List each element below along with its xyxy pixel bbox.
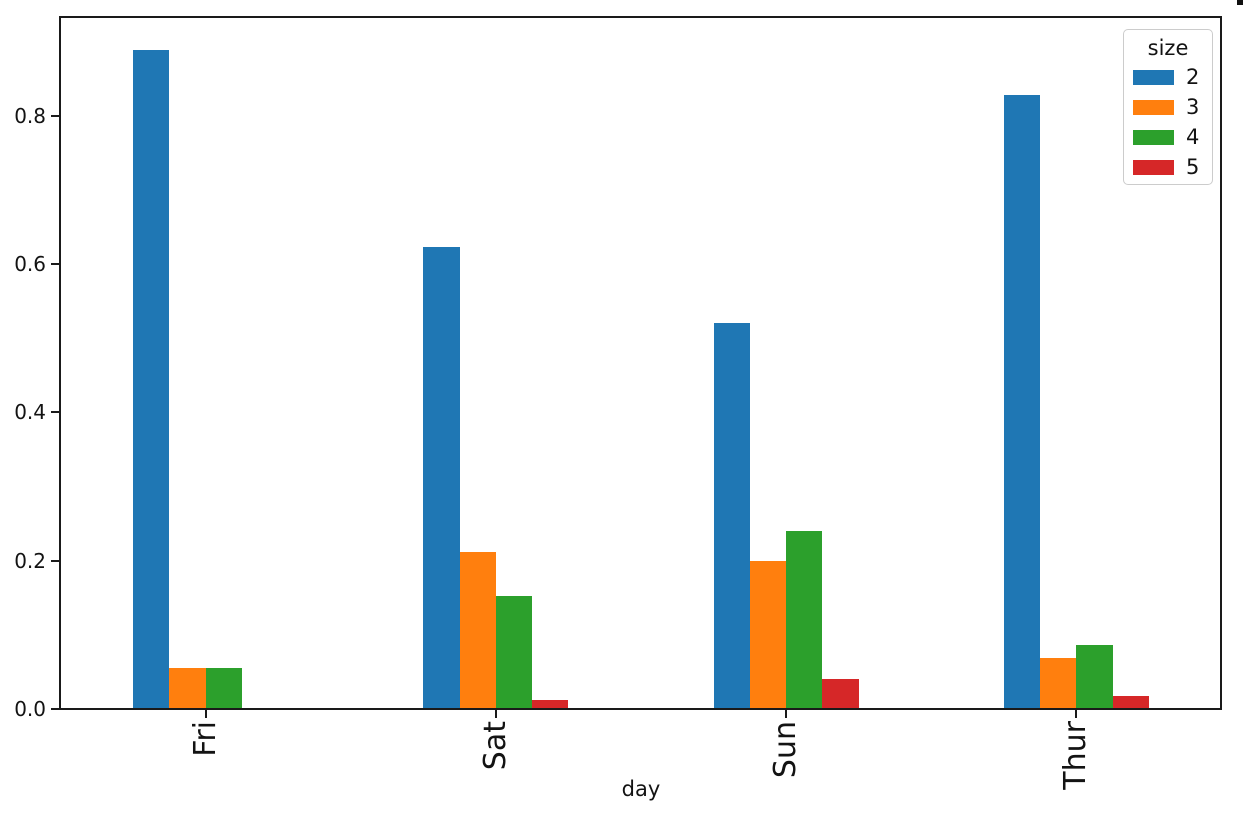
legend-row: 5 bbox=[1124, 152, 1212, 182]
bar-sat-size-2 bbox=[423, 246, 460, 709]
x-tick-label: Thur bbox=[1058, 721, 1094, 790]
bar-thur-size-4 bbox=[1076, 645, 1113, 709]
legend-entry-label: 2 bbox=[1186, 65, 1200, 89]
x-tick-label: Sun bbox=[768, 721, 804, 779]
x-axis-label: day bbox=[621, 777, 661, 801]
y-tick-label: 0.6 bbox=[14, 252, 46, 277]
bar-fri-size-3 bbox=[169, 667, 206, 709]
legend-rows: 2 3 4 5 bbox=[1124, 62, 1212, 182]
y-tick-label: 0.2 bbox=[14, 548, 46, 573]
y-tick-mark bbox=[51, 708, 60, 710]
x-tick-mark bbox=[785, 710, 788, 718]
legend-entry-label: 5 bbox=[1186, 155, 1200, 179]
legend: size 2 3 4 5 bbox=[1123, 29, 1213, 185]
bar-sun-size-5 bbox=[822, 679, 859, 709]
bar-sat-size-5 bbox=[532, 700, 569, 709]
plot-area bbox=[59, 16, 1222, 710]
legend-row: 3 bbox=[1124, 92, 1212, 122]
bar-sun-size-2 bbox=[713, 323, 750, 709]
bar-thur-size-3 bbox=[1040, 657, 1077, 709]
bar-sun-size-3 bbox=[749, 560, 787, 709]
bar-sun-size-4 bbox=[786, 531, 823, 709]
x-tick-label: Fri bbox=[187, 721, 223, 757]
bar-sat-size-3 bbox=[459, 552, 496, 709]
legend-entry-label: 3 bbox=[1186, 95, 1200, 119]
bar-fri-size-2 bbox=[133, 49, 170, 709]
y-tick-mark bbox=[51, 411, 60, 414]
x-tick-mark bbox=[1075, 710, 1078, 718]
x-tick-mark bbox=[204, 710, 207, 718]
bar-sat-size-4 bbox=[495, 595, 533, 709]
bar-thur-size-2 bbox=[1003, 95, 1041, 709]
y-tick-mark bbox=[51, 263, 60, 266]
legend-title: size bbox=[1147, 36, 1189, 60]
legend-swatch-icon bbox=[1133, 129, 1174, 145]
legend-entry-label: 4 bbox=[1186, 125, 1200, 149]
y-tick-label: 0.0 bbox=[14, 697, 46, 721]
y-tick-label: 0.4 bbox=[14, 400, 46, 425]
legend-row: 4 bbox=[1124, 122, 1212, 152]
legend-swatch-icon bbox=[1133, 159, 1174, 175]
legend-swatch-icon bbox=[1133, 99, 1174, 115]
y-tick-mark bbox=[51, 114, 60, 117]
bar-thur-size-5 bbox=[1112, 696, 1149, 709]
x-tick-mark bbox=[494, 710, 497, 718]
x-tick-label: Sat bbox=[477, 721, 513, 771]
legend-row: 2 bbox=[1124, 62, 1212, 92]
y-tick-mark bbox=[51, 559, 60, 562]
legend-swatch-icon bbox=[1133, 69, 1174, 85]
screenshot-crop-artifact bbox=[1237, 0, 1243, 5]
bar-fri-size-4 bbox=[205, 667, 242, 709]
y-tick-label: 0.8 bbox=[14, 103, 46, 128]
